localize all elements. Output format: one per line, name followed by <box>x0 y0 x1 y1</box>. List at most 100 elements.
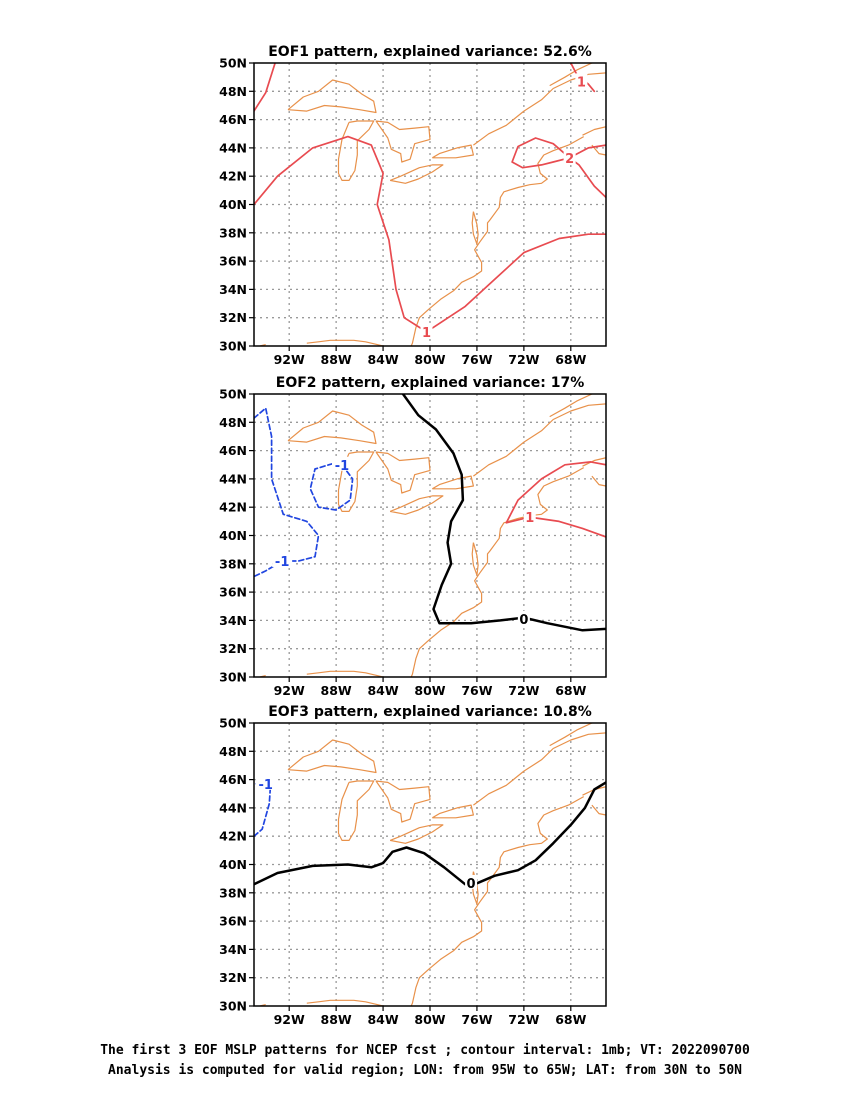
y-tick-label: 38N <box>219 225 247 240</box>
x-tick-label: 88W <box>321 683 352 698</box>
x-tick-label: 88W <box>321 1012 352 1027</box>
y-tick-label: 44N <box>219 140 247 155</box>
coastline <box>471 211 479 245</box>
contour-label: 2 <box>565 152 574 167</box>
x-tick-label: 68W <box>555 1012 586 1027</box>
coastline <box>287 410 377 445</box>
contour-label-background <box>465 874 478 889</box>
contour-line <box>254 135 606 333</box>
contour-label: -1 <box>335 459 349 474</box>
y-tick-label: 32N <box>219 310 247 325</box>
y-tick-label: 44N <box>219 471 247 486</box>
y-tick-label: 34N <box>219 613 247 628</box>
y-tick-label: 34N <box>219 942 247 957</box>
y-tick-label: 44N <box>219 800 247 815</box>
y-tick-label: 36N <box>219 914 247 929</box>
y-tick-label: 40N <box>219 197 247 212</box>
x-tick-label: 80W <box>414 352 445 367</box>
y-tick-label: 50N <box>219 387 247 402</box>
eof-panel: EOF1 pattern, explained variance: 52.6% 1… <box>219 44 607 367</box>
contour-label: 1 <box>577 75 586 90</box>
contour-label-background <box>563 149 576 164</box>
eof-panel: EOF2 pattern, explained variance: 17% -1 -… <box>219 375 607 698</box>
y-tick-label: 46N <box>219 772 247 787</box>
coastline <box>389 164 444 184</box>
coastline <box>306 999 384 1006</box>
coastline <box>337 120 375 181</box>
y-tick-label: 42N <box>219 829 247 844</box>
panel-title: EOF2 pattern, explained variance: 17% <box>276 375 584 391</box>
y-tick-label: 46N <box>219 443 247 458</box>
x-tick-label: 88W <box>321 352 352 367</box>
y-tick-label: 50N <box>219 716 247 731</box>
coastlines <box>259 63 606 346</box>
coastline <box>306 670 384 677</box>
x-tick-label: 80W <box>414 1012 445 1027</box>
contour-label-background <box>272 552 293 567</box>
coastline <box>591 804 606 816</box>
contour-label: -1 <box>275 555 289 570</box>
y-tick-label: 30N <box>219 670 247 685</box>
x-tick-label: 68W <box>555 683 586 698</box>
coastlines <box>259 723 606 1006</box>
contour-label: 1 <box>525 511 534 526</box>
contour-line <box>511 137 606 199</box>
contour-label-background <box>517 610 530 625</box>
coastline <box>410 136 584 346</box>
grid-lines <box>254 394 606 677</box>
x-tick-label: 76W <box>461 1012 492 1027</box>
contour-line <box>401 394 606 632</box>
coastline <box>410 796 584 1006</box>
x-tick-label: 92W <box>274 683 305 698</box>
coastline <box>389 824 444 844</box>
contour-label-background <box>575 73 588 88</box>
coastline <box>287 79 377 114</box>
coastline <box>337 451 375 512</box>
y-tick-label: 40N <box>219 857 247 872</box>
y-tick-label: 48N <box>219 84 247 99</box>
x-tick-label: 84W <box>367 1012 398 1027</box>
x-tick-label: 92W <box>274 352 305 367</box>
coastline <box>473 732 606 806</box>
coastline <box>431 475 474 490</box>
coastline <box>287 739 377 774</box>
contour-line <box>309 462 354 511</box>
coastline <box>431 804 474 819</box>
contour-line <box>254 63 276 112</box>
coastline <box>337 780 375 842</box>
x-tick-label: 72W <box>508 683 539 698</box>
grid-lines <box>254 63 606 346</box>
grid-lines <box>254 723 606 1006</box>
coastline <box>306 339 384 346</box>
y-tick-label: 36N <box>219 254 247 269</box>
contour-label: 1 <box>422 326 431 341</box>
x-tick-label: 80W <box>414 683 445 698</box>
coastline <box>471 542 479 576</box>
coastline <box>410 467 584 677</box>
y-tick-label: 38N <box>219 885 247 900</box>
contour-line <box>505 461 606 538</box>
y-tick-label: 34N <box>219 282 247 297</box>
y-tick-label: 40N <box>219 528 247 543</box>
caption-line-1: The first 3 EOF MSLP patterns for NCEP f… <box>100 1043 750 1058</box>
panel-title: EOF1 pattern, explained variance: 52.6% <box>268 44 592 60</box>
contour-line <box>254 781 606 886</box>
panel-title: EOF3 pattern, explained variance: 10.8% <box>268 704 592 720</box>
y-tick-label: 32N <box>219 641 247 656</box>
contour-label: 0 <box>519 613 528 628</box>
contour-label-background <box>420 323 433 338</box>
y-tick-label: 50N <box>219 56 247 71</box>
coastline <box>549 394 595 418</box>
eof-panel: EOF3 pattern, explained variance: 10.8% -… <box>219 704 607 1027</box>
coastline <box>582 457 606 467</box>
coastline <box>591 475 606 487</box>
x-tick-label: 72W <box>508 1012 539 1027</box>
coastlines <box>259 394 606 677</box>
coastline <box>375 451 431 494</box>
y-tick-label: 30N <box>219 999 247 1014</box>
coastline <box>375 780 431 823</box>
y-tick-label: 30N <box>219 339 247 354</box>
coastline <box>549 723 595 747</box>
coastline <box>473 403 606 477</box>
